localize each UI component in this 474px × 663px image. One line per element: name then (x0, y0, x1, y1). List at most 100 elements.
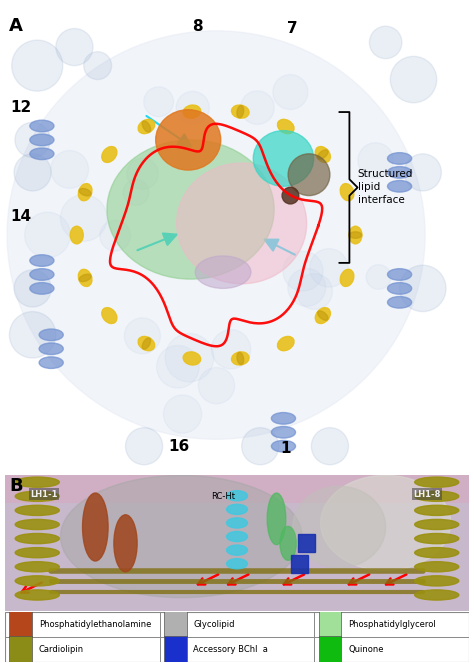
Circle shape (14, 154, 51, 191)
Circle shape (165, 333, 214, 382)
Ellipse shape (70, 226, 83, 244)
Ellipse shape (30, 269, 54, 280)
Ellipse shape (15, 590, 59, 600)
Ellipse shape (277, 336, 294, 351)
Ellipse shape (142, 338, 151, 349)
Ellipse shape (388, 296, 411, 308)
Text: 12: 12 (10, 100, 32, 115)
Circle shape (310, 249, 348, 287)
Circle shape (400, 265, 446, 312)
Text: A: A (9, 17, 23, 35)
Text: 8: 8 (192, 19, 203, 34)
Ellipse shape (288, 154, 330, 196)
Ellipse shape (61, 475, 302, 598)
Ellipse shape (415, 590, 459, 600)
Text: Accessory BChl  a: Accessory BChl a (193, 644, 268, 654)
Ellipse shape (15, 575, 59, 586)
Ellipse shape (277, 119, 294, 134)
Ellipse shape (82, 493, 108, 561)
Ellipse shape (138, 119, 155, 134)
Ellipse shape (30, 148, 54, 160)
Circle shape (241, 91, 274, 125)
Bar (292, 555, 308, 573)
Ellipse shape (102, 147, 117, 162)
Ellipse shape (79, 274, 91, 282)
Circle shape (100, 220, 130, 251)
Ellipse shape (107, 140, 274, 279)
Ellipse shape (415, 491, 459, 501)
Circle shape (297, 274, 332, 310)
Ellipse shape (231, 352, 249, 365)
Circle shape (369, 26, 402, 59)
Ellipse shape (227, 518, 247, 528)
Ellipse shape (320, 475, 451, 570)
Ellipse shape (138, 336, 155, 351)
Circle shape (273, 74, 308, 109)
Ellipse shape (39, 343, 63, 355)
Bar (9, 611, 32, 637)
Ellipse shape (349, 226, 362, 244)
Circle shape (14, 270, 51, 307)
Ellipse shape (388, 180, 411, 192)
Ellipse shape (39, 329, 63, 341)
Ellipse shape (227, 491, 247, 501)
Circle shape (288, 269, 326, 306)
Ellipse shape (231, 105, 249, 118)
Ellipse shape (15, 477, 59, 487)
Text: Cardiolipin: Cardiolipin (39, 644, 84, 654)
Ellipse shape (102, 308, 117, 324)
Ellipse shape (183, 352, 201, 365)
Ellipse shape (15, 548, 59, 558)
Text: RC-Ht: RC-Ht (211, 492, 236, 501)
Ellipse shape (227, 559, 247, 569)
Text: LH1-1: LH1-1 (30, 490, 58, 499)
Text: Phosphatidylglycerol: Phosphatidylglycerol (348, 620, 436, 629)
Ellipse shape (183, 105, 201, 118)
Ellipse shape (114, 514, 137, 572)
Text: Phosphatidylethanolamine: Phosphatidylethanolamine (39, 620, 151, 629)
Circle shape (25, 212, 70, 258)
Bar (9, 636, 32, 662)
Ellipse shape (227, 505, 247, 514)
Bar (319, 636, 341, 662)
Circle shape (61, 195, 107, 241)
Text: 7: 7 (287, 21, 298, 36)
Ellipse shape (142, 121, 151, 132)
Circle shape (199, 367, 235, 404)
Ellipse shape (15, 519, 59, 530)
Ellipse shape (388, 282, 411, 294)
Ellipse shape (237, 352, 244, 365)
Ellipse shape (388, 166, 411, 178)
Bar (164, 611, 187, 637)
Ellipse shape (415, 562, 459, 572)
Circle shape (283, 251, 323, 291)
Ellipse shape (30, 282, 54, 294)
Text: B: B (9, 477, 23, 495)
Circle shape (176, 91, 209, 125)
Circle shape (51, 151, 89, 188)
Bar (298, 534, 315, 552)
Ellipse shape (315, 308, 330, 324)
Ellipse shape (388, 152, 411, 164)
Ellipse shape (415, 548, 459, 558)
Ellipse shape (340, 269, 354, 286)
Ellipse shape (388, 269, 411, 280)
Circle shape (56, 29, 93, 66)
Circle shape (404, 154, 441, 191)
Ellipse shape (415, 477, 459, 487)
Text: 16: 16 (168, 439, 190, 453)
Ellipse shape (349, 232, 362, 238)
Circle shape (164, 395, 202, 433)
Ellipse shape (237, 105, 244, 118)
Circle shape (366, 265, 391, 289)
Text: Glycolipid: Glycolipid (193, 620, 235, 629)
Circle shape (84, 52, 111, 80)
Ellipse shape (293, 486, 386, 568)
Circle shape (144, 87, 173, 117)
Circle shape (124, 318, 160, 354)
Text: Structured
lipid
interface: Structured lipid interface (358, 169, 413, 206)
Ellipse shape (155, 109, 221, 170)
Ellipse shape (227, 532, 247, 542)
Ellipse shape (227, 545, 247, 555)
Ellipse shape (280, 526, 296, 560)
